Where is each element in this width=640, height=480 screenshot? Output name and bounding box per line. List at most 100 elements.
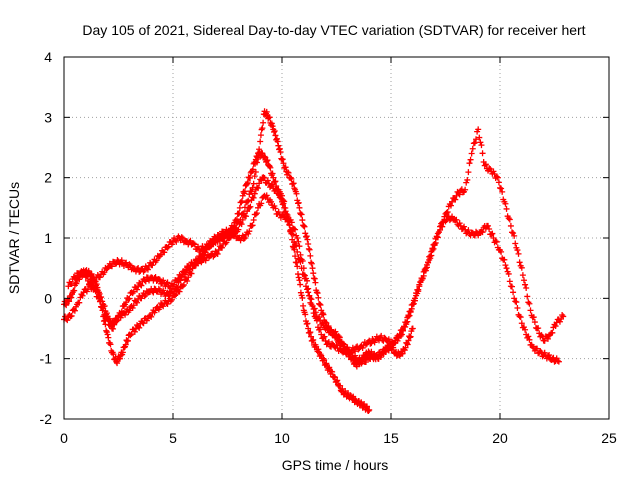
track-b-sample [266,114,273,121]
track-b-sample [306,246,313,253]
track-d-sample [411,297,418,304]
track-b-sample [399,350,406,357]
track-d-point [298,265,305,272]
track-a-point [270,174,277,181]
track-b-point [287,174,294,181]
track-d-sample [518,264,525,271]
track-d-point [507,222,514,229]
track-d-sample [321,333,328,340]
track-a-sample [308,333,315,340]
track-b-sample [255,150,262,157]
track-d-sample [506,216,513,223]
track-b-sample [310,270,317,277]
track-c-sample [505,270,512,277]
track-b-sample [282,164,289,171]
track-d-sample [301,275,308,282]
track-c-point [503,265,510,272]
track-d-sample [428,252,435,259]
track-d-point [403,319,410,326]
track-b-sample [110,351,117,358]
track-d-point [560,313,567,320]
track-c-sample [511,295,518,302]
track-d-sample [359,344,366,351]
track-c-sample [449,213,456,220]
track-c-sample [252,211,259,218]
track-d-sample [214,250,221,257]
grid-lines [64,57,609,419]
track-b-point [296,204,303,211]
track-b-sample [307,252,314,259]
track-d-point [449,198,456,205]
track-a-sample [264,157,271,164]
track-d-sample [453,192,460,199]
track-d-sample [181,268,188,275]
track-b-point [313,289,320,296]
track-b-sample [116,355,123,362]
track-b-sample [245,197,252,204]
track-a-sample [134,299,141,306]
track-c-sample [201,246,208,253]
track-c-sample [508,283,515,290]
track-d-sample [164,279,171,286]
track-d-sample [264,177,271,184]
track-c-sample [475,232,482,239]
track-d-point [520,277,527,284]
track-d-sample [219,244,226,251]
track-b-point [172,292,179,299]
track-c-sample [479,229,486,236]
track-c-sample [108,263,115,270]
track-d-sample [404,318,411,325]
track-b-sample [122,341,129,348]
track-b-sample [316,301,323,308]
track-d-sample [283,211,290,218]
track-d-sample [243,213,250,220]
track-c-sample [153,257,160,264]
track-d-sample [118,308,125,315]
track-d-sample [544,335,551,342]
track-d-sample [83,273,90,280]
track-d-sample [250,194,257,201]
track-c-sample [217,232,224,239]
track-b-sample [259,125,266,132]
track-d-sample [419,275,426,282]
track-c-sample [118,257,125,264]
y-tick-label: 3 [44,109,52,125]
track-c-sample [205,242,212,249]
track-c-sample [101,269,108,276]
track-d-sample [408,305,415,312]
track-d-sample [289,231,296,238]
track-d-point [213,250,220,257]
track-d-sample [255,185,262,192]
track-c-point [294,235,301,241]
track-c-sample [263,192,270,199]
track-c-sample [501,256,508,263]
track-d-sample [464,176,471,183]
track-a-sample [239,198,246,205]
track-d-sample [466,160,473,167]
chart-title: Day 105 of 2021, Sidereal Day-to-day VTE… [82,22,585,38]
track-a-sample [299,294,306,301]
track-d-sample [495,179,502,186]
track-b-sample [293,190,300,197]
track-c-sample [453,216,460,223]
track-c-sample [165,243,172,250]
track-d-sample [87,279,94,286]
track-b-sample [298,211,305,218]
track-b-sample [312,279,319,286]
track-d-sample [444,208,451,215]
track-d-sample [231,233,238,240]
track-c-sample [456,220,463,227]
y-tick-label: 1 [44,230,52,246]
track-b-sample [184,277,191,284]
track-d-sample [281,198,288,205]
track-c-sample [246,228,253,235]
track-d-sample [505,215,512,222]
track-d-sample [309,303,316,310]
track-d-sample [183,267,190,274]
y-tick-label: 4 [44,49,52,65]
track-c-sample [323,323,330,330]
track-b-sample [308,259,315,266]
track-b-sample [176,288,183,295]
track-c-sample [486,226,493,233]
track-d-sample [229,232,236,239]
